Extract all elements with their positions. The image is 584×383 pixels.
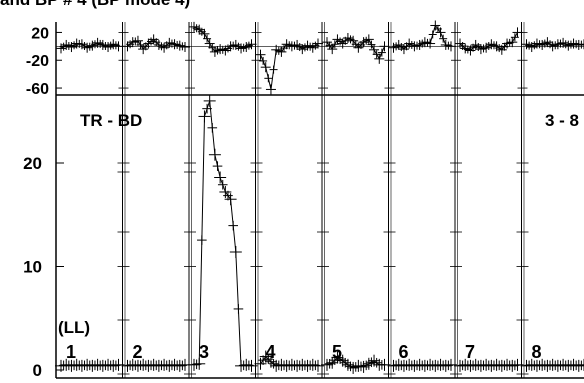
panel-number-label: 4 (266, 342, 276, 362)
inner-label-left: TR - BD (80, 111, 142, 130)
panel-number-label: 8 (532, 342, 542, 362)
panel-number-label: 1 (66, 342, 76, 362)
top-y-tick-label: 20 (31, 25, 49, 42)
units-label: (LL) (58, 318, 90, 337)
top-y-tick-label: -60 (26, 81, 49, 98)
top-y-tick-label: -20 (26, 53, 49, 70)
panel-number-label: 3 (199, 342, 209, 362)
inner-label-right: 3 - 8 (545, 111, 579, 130)
bottom-y-tick-label: 10 (23, 258, 42, 277)
panel-number-label: 6 (399, 342, 409, 362)
bottom-y-tick-label: 20 (23, 154, 42, 173)
chart-title: and BP # 4 (BP mode 4) (0, 0, 190, 10)
panel-number-label: 2 (133, 342, 143, 362)
panel-number-label: 7 (465, 342, 475, 362)
bottom-y-tick-label: 0 (33, 361, 42, 380)
bottom-series-line (193, 100, 252, 367)
top-series-line (260, 43, 319, 90)
